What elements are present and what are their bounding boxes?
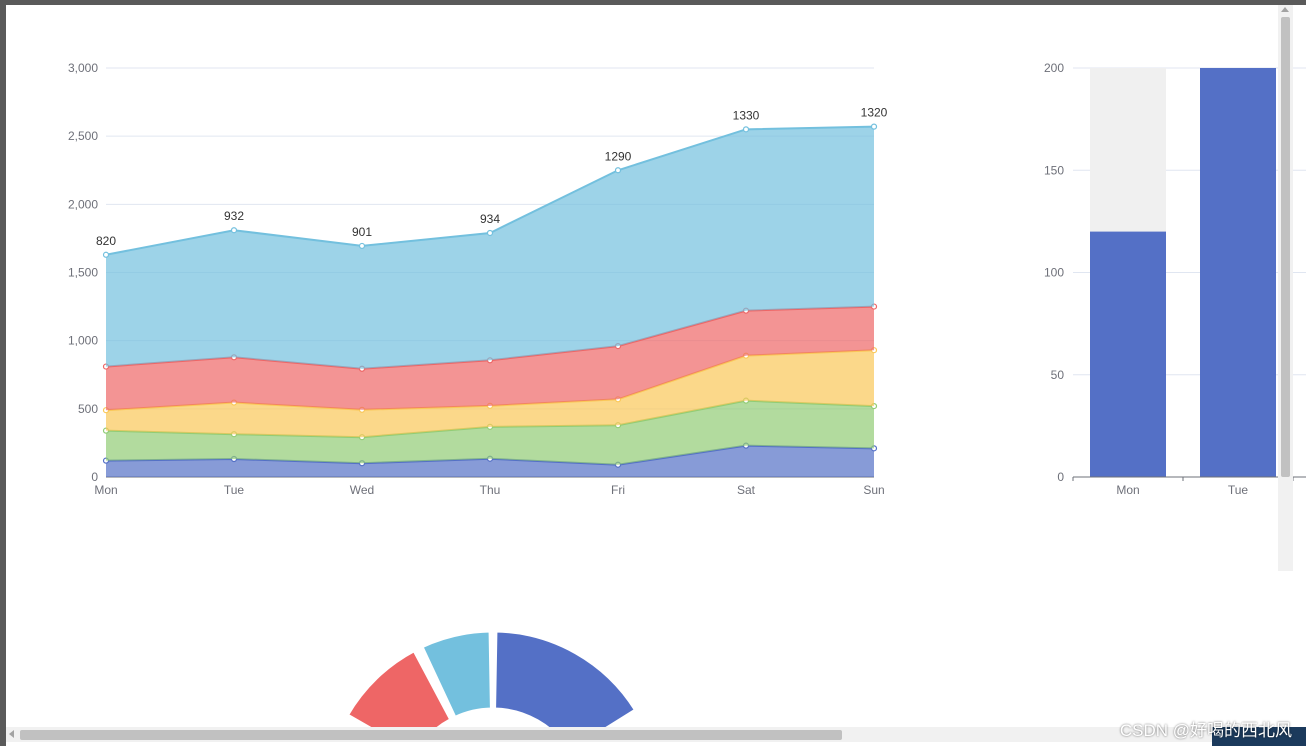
x-tick-label: Sat	[737, 483, 756, 497]
watermark: CSDN @好喝的西北风	[1119, 721, 1292, 740]
horizontal-scrollbar[interactable]	[6, 727, 1212, 742]
scroll-left-icon[interactable]	[9, 730, 14, 738]
x-tick-label: Mon	[94, 483, 117, 497]
donut-segment-2	[493, 629, 637, 741]
donut-chart	[346, 629, 637, 741]
x-tick-label: Sun	[863, 483, 884, 497]
y-tick-label: 500	[78, 402, 98, 416]
donut-segment-0	[346, 649, 453, 741]
data-label: 820	[96, 234, 116, 248]
bar-chart: 0 50 100 150 200 Mon Tue	[1044, 61, 1306, 497]
data-point	[358, 242, 366, 250]
x-tick-label: Tue	[224, 483, 245, 497]
x-tick-label: Mon	[1116, 483, 1139, 497]
y-tick-label: 100	[1044, 266, 1064, 280]
data-point	[742, 126, 750, 133]
data-label: 1290	[605, 149, 632, 163]
area-series-3	[106, 306, 874, 411]
data-label: 932	[224, 209, 244, 223]
y-tick-label: 0	[91, 470, 98, 484]
data-point	[614, 167, 622, 174]
x-tick-label: Tue	[1228, 483, 1249, 497]
horizontal-scroll-thumb[interactable]	[20, 730, 842, 740]
stacked-area-chart: 0 500 1,000 1,500 2,000 2,500 3,000 820 932 901 93…	[68, 61, 888, 497]
x-tick-label: Wed	[350, 483, 374, 497]
data-label: 934	[480, 212, 500, 226]
data-label: 901	[352, 225, 372, 239]
data-label: 1320	[861, 106, 888, 120]
bar	[1090, 231, 1166, 477]
y-tick-label: 2,500	[68, 129, 98, 143]
vertical-scrollbar[interactable]	[1278, 5, 1293, 571]
taskbar-corner	[1212, 727, 1306, 746]
scroll-up-icon[interactable]	[1281, 7, 1289, 12]
area-series-2	[106, 350, 874, 438]
data-label: 1330	[733, 108, 760, 122]
y-tick-label: 150	[1044, 163, 1064, 177]
data-point	[486, 229, 494, 237]
area-series-1	[106, 400, 874, 465]
y-tick-label: 3,000	[68, 61, 98, 75]
y-tick-label: 0	[1057, 470, 1064, 484]
y-tick-label: 2,000	[68, 197, 98, 211]
y-tick-label: 1,500	[68, 266, 98, 280]
area-series-4	[106, 126, 874, 369]
y-tick-label: 200	[1044, 61, 1064, 75]
vertical-scroll-thumb[interactable]	[1281, 17, 1290, 477]
data-point	[102, 251, 110, 258]
x-tick-label: Thu	[480, 483, 501, 497]
data-point	[870, 123, 878, 130]
y-tick-label: 1,000	[68, 334, 98, 348]
donut-segment-1	[420, 629, 493, 719]
bar	[1200, 68, 1276, 477]
browser-viewport: 0 500 1,000 1,500 2,000 2,500 3,000 820 932 901 93…	[6, 5, 1306, 746]
y-tick-label: 50	[1051, 368, 1065, 382]
data-point	[230, 227, 238, 234]
x-tick-label: Fri	[611, 483, 625, 497]
